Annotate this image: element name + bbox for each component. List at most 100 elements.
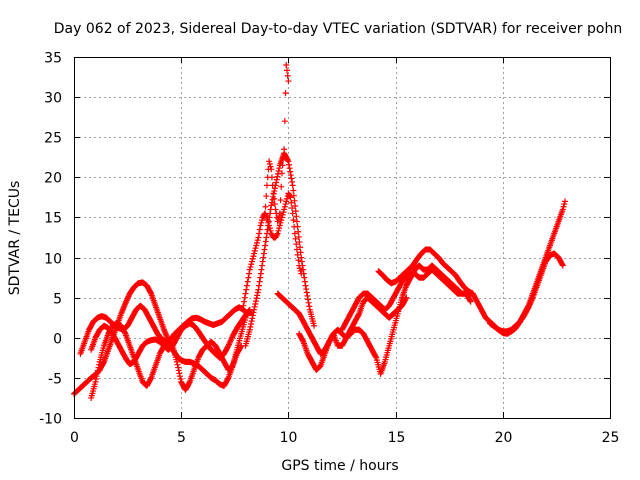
data-point bbox=[274, 173, 281, 180]
data-point bbox=[276, 213, 283, 220]
data-point bbox=[262, 242, 269, 249]
data-point bbox=[268, 174, 275, 181]
data-point bbox=[300, 270, 307, 277]
data-point bbox=[262, 203, 269, 210]
data-point bbox=[295, 233, 302, 240]
data-point bbox=[258, 266, 265, 273]
y-tick-label: 20 bbox=[44, 171, 62, 187]
y-tick-label: 15 bbox=[44, 211, 62, 227]
data-point bbox=[246, 270, 253, 277]
data-point bbox=[265, 222, 272, 229]
data-point bbox=[303, 289, 310, 296]
data-point bbox=[305, 296, 312, 303]
data-point bbox=[293, 213, 300, 220]
data-point bbox=[249, 255, 256, 262]
data-point bbox=[241, 298, 248, 305]
y-tick-label: -10 bbox=[39, 412, 62, 428]
y-tick-label: 10 bbox=[44, 252, 62, 268]
data-point bbox=[292, 235, 299, 242]
data-point bbox=[291, 197, 298, 204]
data-point bbox=[278, 217, 285, 224]
data-point bbox=[121, 329, 128, 336]
data-point bbox=[282, 201, 289, 208]
data-point bbox=[255, 234, 262, 241]
data-point bbox=[251, 250, 258, 257]
data-point bbox=[298, 254, 305, 261]
x-tick-label: 25 bbox=[602, 430, 620, 446]
data-point bbox=[288, 175, 295, 182]
data-point bbox=[297, 249, 304, 256]
data-point bbox=[266, 158, 273, 165]
data-point bbox=[261, 246, 268, 253]
data-point bbox=[241, 294, 248, 301]
data-point bbox=[256, 230, 263, 237]
data-point bbox=[277, 197, 284, 204]
chart-title: Day 062 of 2023, Sidereal Day-to-day VTE… bbox=[54, 21, 622, 37]
x-axis-label: GPS time / hours bbox=[281, 458, 398, 474]
data-point bbox=[299, 337, 306, 344]
data-point bbox=[467, 297, 474, 304]
data-point bbox=[176, 370, 183, 377]
data-point bbox=[279, 211, 286, 218]
y-tick-label: 5 bbox=[53, 292, 62, 308]
data-point bbox=[311, 322, 318, 329]
data-point bbox=[282, 90, 289, 97]
data-point bbox=[528, 297, 535, 304]
data-point bbox=[559, 262, 566, 269]
data-point bbox=[273, 231, 280, 238]
series-sat-d bbox=[88, 306, 253, 368]
data-point bbox=[94, 370, 101, 377]
data-point bbox=[287, 194, 294, 201]
data-point bbox=[292, 202, 299, 209]
data-point bbox=[276, 225, 283, 232]
data-point bbox=[559, 261, 566, 268]
data-point bbox=[271, 201, 278, 208]
data-point bbox=[285, 158, 292, 165]
data-point bbox=[285, 78, 292, 85]
data-point bbox=[227, 338, 234, 345]
data-point bbox=[263, 230, 270, 237]
data-point bbox=[561, 198, 568, 205]
data-point bbox=[246, 307, 253, 314]
data-point bbox=[274, 218, 281, 225]
data-point bbox=[265, 218, 272, 225]
data-point bbox=[298, 258, 305, 265]
data-point bbox=[286, 165, 293, 172]
data-point bbox=[245, 274, 252, 281]
data-point bbox=[559, 206, 566, 213]
series-sat-g bbox=[261, 62, 292, 225]
x-tick-label: 0 bbox=[70, 430, 79, 446]
data-point bbox=[92, 378, 99, 385]
data-point bbox=[247, 263, 254, 270]
data-point bbox=[268, 166, 275, 173]
data-point bbox=[270, 190, 277, 197]
data-point bbox=[278, 170, 285, 177]
data-point bbox=[260, 254, 267, 261]
data-point bbox=[467, 298, 474, 305]
data-point bbox=[250, 253, 257, 260]
series-sat-k bbox=[375, 246, 476, 297]
x-tick-label: 20 bbox=[495, 430, 513, 446]
data-point bbox=[275, 215, 282, 222]
data-point bbox=[276, 222, 283, 229]
series-sat-j bbox=[339, 266, 474, 333]
data-point bbox=[275, 227, 282, 234]
data-point bbox=[297, 244, 304, 251]
y-tick-labels: -10 -5 0 5 10 15 20 25 30 35 bbox=[39, 51, 62, 428]
data-point bbox=[256, 278, 263, 285]
series-sat-l bbox=[469, 198, 568, 335]
data-point bbox=[258, 219, 265, 226]
data-point bbox=[186, 380, 193, 387]
data-point bbox=[289, 178, 296, 185]
x-tick-label: 10 bbox=[280, 430, 298, 446]
data-point bbox=[249, 312, 256, 319]
data-point bbox=[402, 295, 409, 302]
data-point bbox=[263, 193, 270, 200]
data-point bbox=[288, 205, 295, 212]
data-point bbox=[176, 373, 183, 380]
data-point bbox=[257, 270, 264, 277]
data-point bbox=[295, 257, 302, 264]
data-point bbox=[527, 298, 534, 305]
data-point bbox=[100, 359, 107, 366]
